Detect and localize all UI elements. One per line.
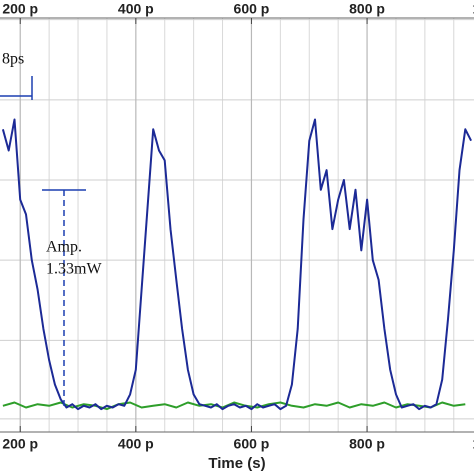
- x-tick-label-top: 1 n: [473, 1, 474, 17]
- x-tick-label: 1 n: [473, 436, 474, 452]
- x-tick-label-top: 400 p: [118, 1, 154, 17]
- x-tick-label-top: 200 p: [2, 1, 38, 17]
- amp-value: 1.33mW: [46, 261, 102, 278]
- x-tick-label: 800 p: [349, 436, 385, 452]
- x-axis-label: Time (s): [208, 455, 265, 472]
- x-tick-label-top: 800 p: [349, 1, 385, 17]
- x-tick-label: 200 p: [2, 436, 38, 452]
- x-tick-label: 400 p: [118, 436, 154, 452]
- width-label: 8ps: [2, 51, 24, 68]
- trace: [1, 118, 472, 411]
- trace: [2, 401, 466, 411]
- x-tick-label-top: 600 p: [234, 1, 270, 17]
- labels: 200 p 200 p 400 p 400 p 600 p 600 p 800 p 800 p…: [2, 1, 474, 452]
- x-tick-label: 600 p: [234, 436, 270, 452]
- amp-label: Amp.: [46, 239, 82, 256]
- plot: [1, 118, 472, 411]
